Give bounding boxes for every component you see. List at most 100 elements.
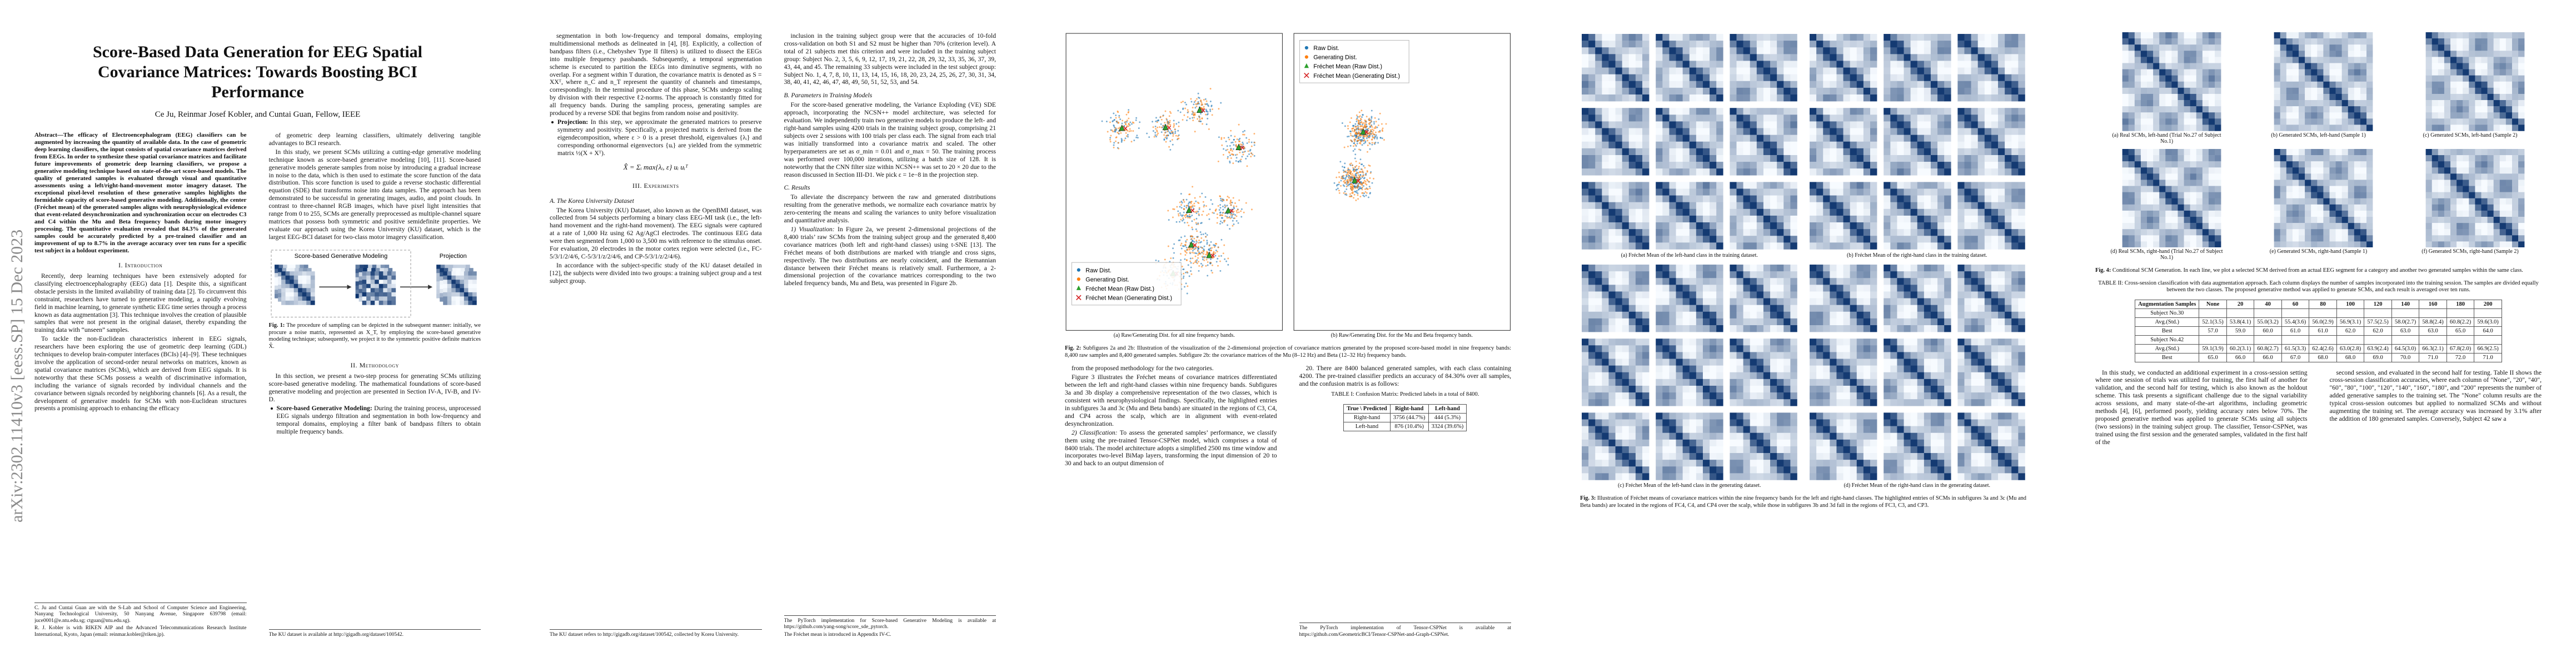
matrix-cell xyxy=(1971,121,1978,128)
scatter-point xyxy=(1239,140,1241,142)
scatter-point xyxy=(1212,257,1214,259)
matrix-cell xyxy=(1595,426,1602,433)
matrix-cell xyxy=(1635,182,1643,189)
matrix-cell xyxy=(1770,365,1777,372)
scatter-point xyxy=(1339,180,1342,182)
matrix-cell xyxy=(1984,168,1991,176)
scatter-point xyxy=(1253,133,1255,135)
matrix-cell xyxy=(1710,298,1717,305)
matrix-cell xyxy=(1635,277,1643,285)
matrix-cell xyxy=(1944,115,1951,122)
scatter-point xyxy=(1113,125,1115,127)
matrix-cell xyxy=(1924,135,1931,142)
matrix-cell xyxy=(1669,264,1676,271)
scatter-point xyxy=(1226,198,1228,201)
matrix-cell xyxy=(1622,195,1630,203)
matrix-cell xyxy=(1622,108,1630,115)
matrix-cell xyxy=(1615,108,1622,115)
matrix-cell xyxy=(1736,54,1743,61)
paragraph-text: In accordance with the subject-specific … xyxy=(550,261,762,285)
matrix-cell xyxy=(1977,229,1985,236)
matrix-cell xyxy=(1642,264,1650,271)
scatter-point xyxy=(1157,132,1159,135)
matrix-cell xyxy=(1763,399,1771,406)
matrix-cell xyxy=(1770,392,1777,399)
matrix-cell xyxy=(1595,345,1602,352)
matrix-cell xyxy=(1991,81,1998,88)
matrix-cell xyxy=(1582,452,1589,460)
scatter-point xyxy=(1353,171,1355,172)
scatter-point xyxy=(1195,212,1198,214)
matrix-cell xyxy=(1964,87,1971,95)
matrix-cell xyxy=(1930,182,1937,189)
matrix-cell xyxy=(1716,399,1723,406)
matrix-cell xyxy=(1602,229,1609,236)
matrix-cell xyxy=(2004,94,2012,102)
matrix-cell xyxy=(1777,81,1784,88)
matrix-cell xyxy=(1669,311,1676,318)
matrix-cell xyxy=(1843,41,1850,48)
legend-label: Generating Dist. xyxy=(1313,54,1357,61)
matrix-cell xyxy=(1588,351,1596,359)
matrix-cell xyxy=(1984,188,1991,196)
scatter-point xyxy=(1180,214,1182,216)
matrix-cell xyxy=(1843,121,1850,128)
matrix-cell xyxy=(451,288,456,292)
matrix-cell xyxy=(1676,412,1683,420)
matrix-cell xyxy=(1816,61,1823,68)
matrix-cell xyxy=(2004,41,2012,48)
matrix-cell xyxy=(1924,162,1931,169)
matrix-cell xyxy=(1608,359,1616,366)
noise-cell xyxy=(374,275,379,280)
matrix-cell xyxy=(1863,115,1870,122)
matrix-cell xyxy=(1783,195,1791,203)
scatter-point xyxy=(1225,149,1227,151)
matrix-cell xyxy=(455,271,460,276)
scatter-point xyxy=(1194,131,1196,133)
frechet-mean-gen xyxy=(1364,130,1369,135)
matrix-cell xyxy=(1595,271,1602,278)
matrix-cell xyxy=(1662,446,1670,453)
matrix-cell xyxy=(1696,472,1703,480)
matrix-cell xyxy=(1971,41,1978,48)
matrix-cell xyxy=(1689,242,1697,250)
matrix-cell xyxy=(1602,242,1609,250)
matrix-cell xyxy=(1710,345,1717,352)
matrix-cell xyxy=(442,288,447,292)
scatter-point xyxy=(1359,196,1361,198)
matrix-cell xyxy=(1628,34,1636,41)
matrix-cell xyxy=(1656,351,1663,359)
matrix-cell xyxy=(1756,162,1764,169)
matrix-cell xyxy=(1676,452,1683,460)
matrix-cell xyxy=(1896,41,1904,48)
matrix-cell xyxy=(1662,325,1670,332)
matrix-cell xyxy=(1716,81,1723,88)
scatter-point xyxy=(1361,184,1363,186)
matrix-cell xyxy=(1716,419,1723,426)
matrix-cell xyxy=(274,293,279,298)
matrix-cell xyxy=(1656,298,1663,305)
scatter-point xyxy=(1199,241,1201,243)
matrix-cell xyxy=(1710,148,1717,156)
scatter-point xyxy=(1365,134,1367,136)
matrix-cell xyxy=(1676,155,1683,162)
matrix-cell xyxy=(1991,108,1998,115)
matrix-cell xyxy=(1890,242,1897,250)
matrix-cell xyxy=(1984,162,1991,169)
scatter-point xyxy=(1338,176,1340,178)
matrix-cell xyxy=(1770,34,1777,41)
matrix-cell xyxy=(1957,242,1965,250)
scatter-point xyxy=(1188,216,1190,218)
scatter-point xyxy=(1203,99,1205,101)
matrix-cell xyxy=(1937,108,1944,115)
matrix-cell xyxy=(1602,419,1609,426)
matrix-cell xyxy=(297,292,302,297)
matrix-cell xyxy=(1937,115,1944,122)
matrix-cell xyxy=(1716,459,1723,467)
matrix-cell xyxy=(1856,182,1864,189)
matrix-cell xyxy=(1736,399,1743,406)
scatter-point xyxy=(1358,111,1361,113)
scatter-point xyxy=(1250,141,1253,143)
matrix-cell xyxy=(1656,222,1663,230)
matrix-cell xyxy=(1669,291,1676,298)
